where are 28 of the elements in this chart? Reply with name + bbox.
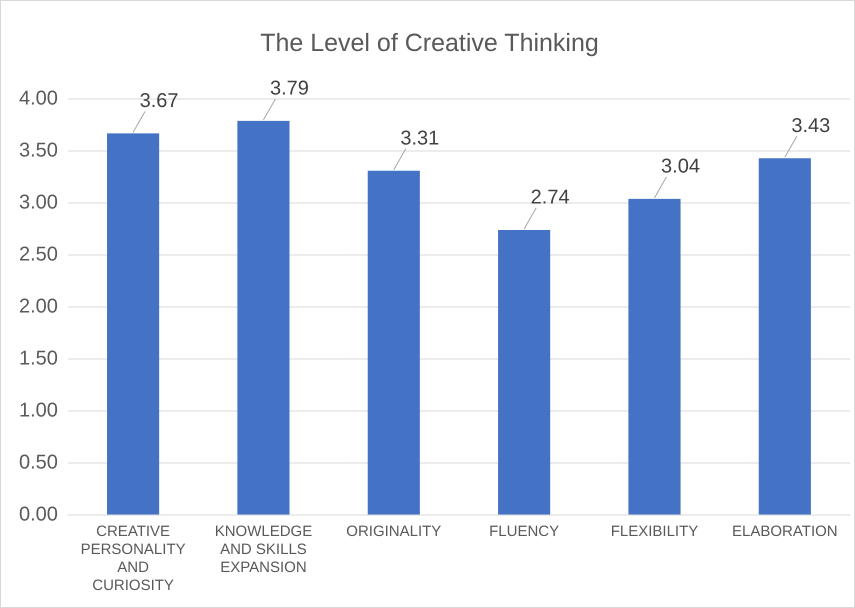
data-label: 3.31 — [400, 127, 440, 150]
data-label: 3.67 — [140, 90, 179, 112]
x-tick-label: FLUENCY — [489, 523, 560, 540]
data-label: 2.74 — [530, 186, 570, 209]
y-tick-label: 4.00 — [18, 88, 58, 110]
bar — [628, 198, 681, 514]
y-tick-label: 1.00 — [18, 400, 58, 422]
bar — [498, 230, 550, 514]
bar — [107, 133, 160, 514]
y-tick-label: 0.50 — [18, 452, 58, 474]
bar — [758, 158, 811, 514]
y-tick-label: 1.50 — [18, 348, 58, 370]
bar — [368, 170, 420, 514]
x-tick-label: FLEXIBILITY — [610, 523, 698, 540]
data-label: 3.79 — [270, 77, 309, 100]
y-tick-label: 2.50 — [18, 244, 58, 266]
data-label: 3.04 — [661, 155, 700, 178]
data-label: 3.43 — [791, 114, 830, 137]
y-tick-label: 3.50 — [18, 140, 58, 162]
y-tick-label: 3.00 — [18, 192, 58, 214]
chart-title: The Level of Creative Thinking — [260, 28, 599, 57]
y-tick-label: 2.00 — [18, 296, 58, 318]
x-tick-label: CREATIVE PERSONALITY AND CURIOSITY — [80, 523, 186, 594]
x-tick-label: ELABORATION — [732, 523, 838, 540]
bar — [237, 120, 290, 514]
y-tick-label: 0.00 — [18, 504, 58, 526]
x-tick-label: ORIGINALITY — [346, 523, 442, 540]
x-tick-label: KNOWLEDGE AND SKILLS EXPANSION — [214, 523, 312, 576]
